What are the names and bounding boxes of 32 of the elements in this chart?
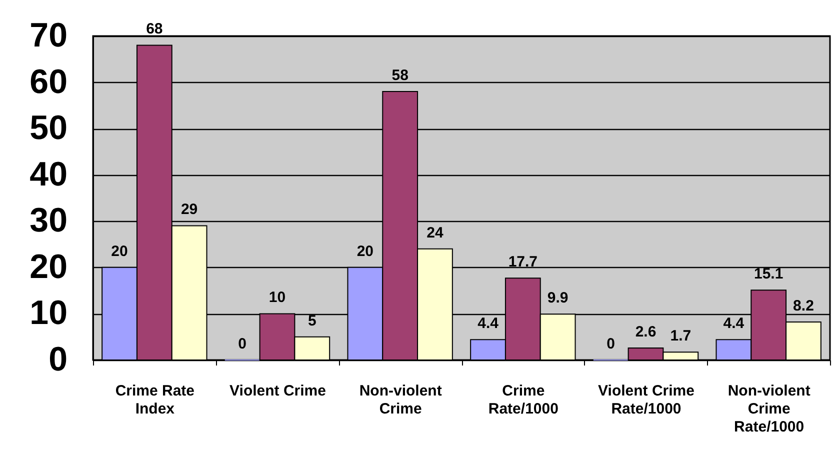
y-tick-label: 20: [30, 248, 68, 286]
data-label: 10: [268, 289, 286, 306]
data-label: 58: [392, 66, 408, 84]
data-label: 8.2: [793, 297, 814, 314]
y-tick-label: 60: [30, 62, 68, 101]
data-label: 17.7: [508, 253, 538, 270]
x-tick-label: Non-violent Crime Rate/1000: [728, 382, 810, 436]
data-label: 20: [356, 242, 374, 260]
data-label: 15.1: [754, 266, 784, 283]
data-label: 24: [426, 224, 444, 242]
data-label: 0: [606, 335, 616, 352]
data-label: 68: [146, 20, 163, 38]
data-label: 5: [308, 312, 316, 330]
data-label: 1.7: [670, 328, 692, 345]
data-label: 4.4: [723, 315, 745, 332]
x-tick-label: Violent Crime: [230, 382, 326, 400]
x-tick-label: Crime Rate Index: [115, 382, 195, 418]
x-tick-label: Non-violent Crime: [359, 382, 442, 418]
x-tick-label: Violent Crime Rate/1000: [598, 382, 694, 418]
data-label: 4.4: [478, 315, 500, 332]
x-tick-label: Crime Rate/1000: [488, 382, 558, 418]
data-label: 20: [111, 242, 128, 260]
data-label: 0: [238, 335, 247, 352]
y-tick-label: 40: [30, 155, 68, 194]
y-tick-label: 30: [30, 202, 68, 240]
y-tick-label: 70: [30, 16, 68, 54]
data-label: 29: [180, 201, 198, 218]
data-label: 9.9: [547, 290, 568, 307]
y-tick-label: 10: [30, 294, 68, 332]
y-tick-label: 50: [30, 109, 68, 148]
y-tick-label: 0: [48, 340, 68, 378]
data-label: 2.6: [635, 323, 656, 340]
